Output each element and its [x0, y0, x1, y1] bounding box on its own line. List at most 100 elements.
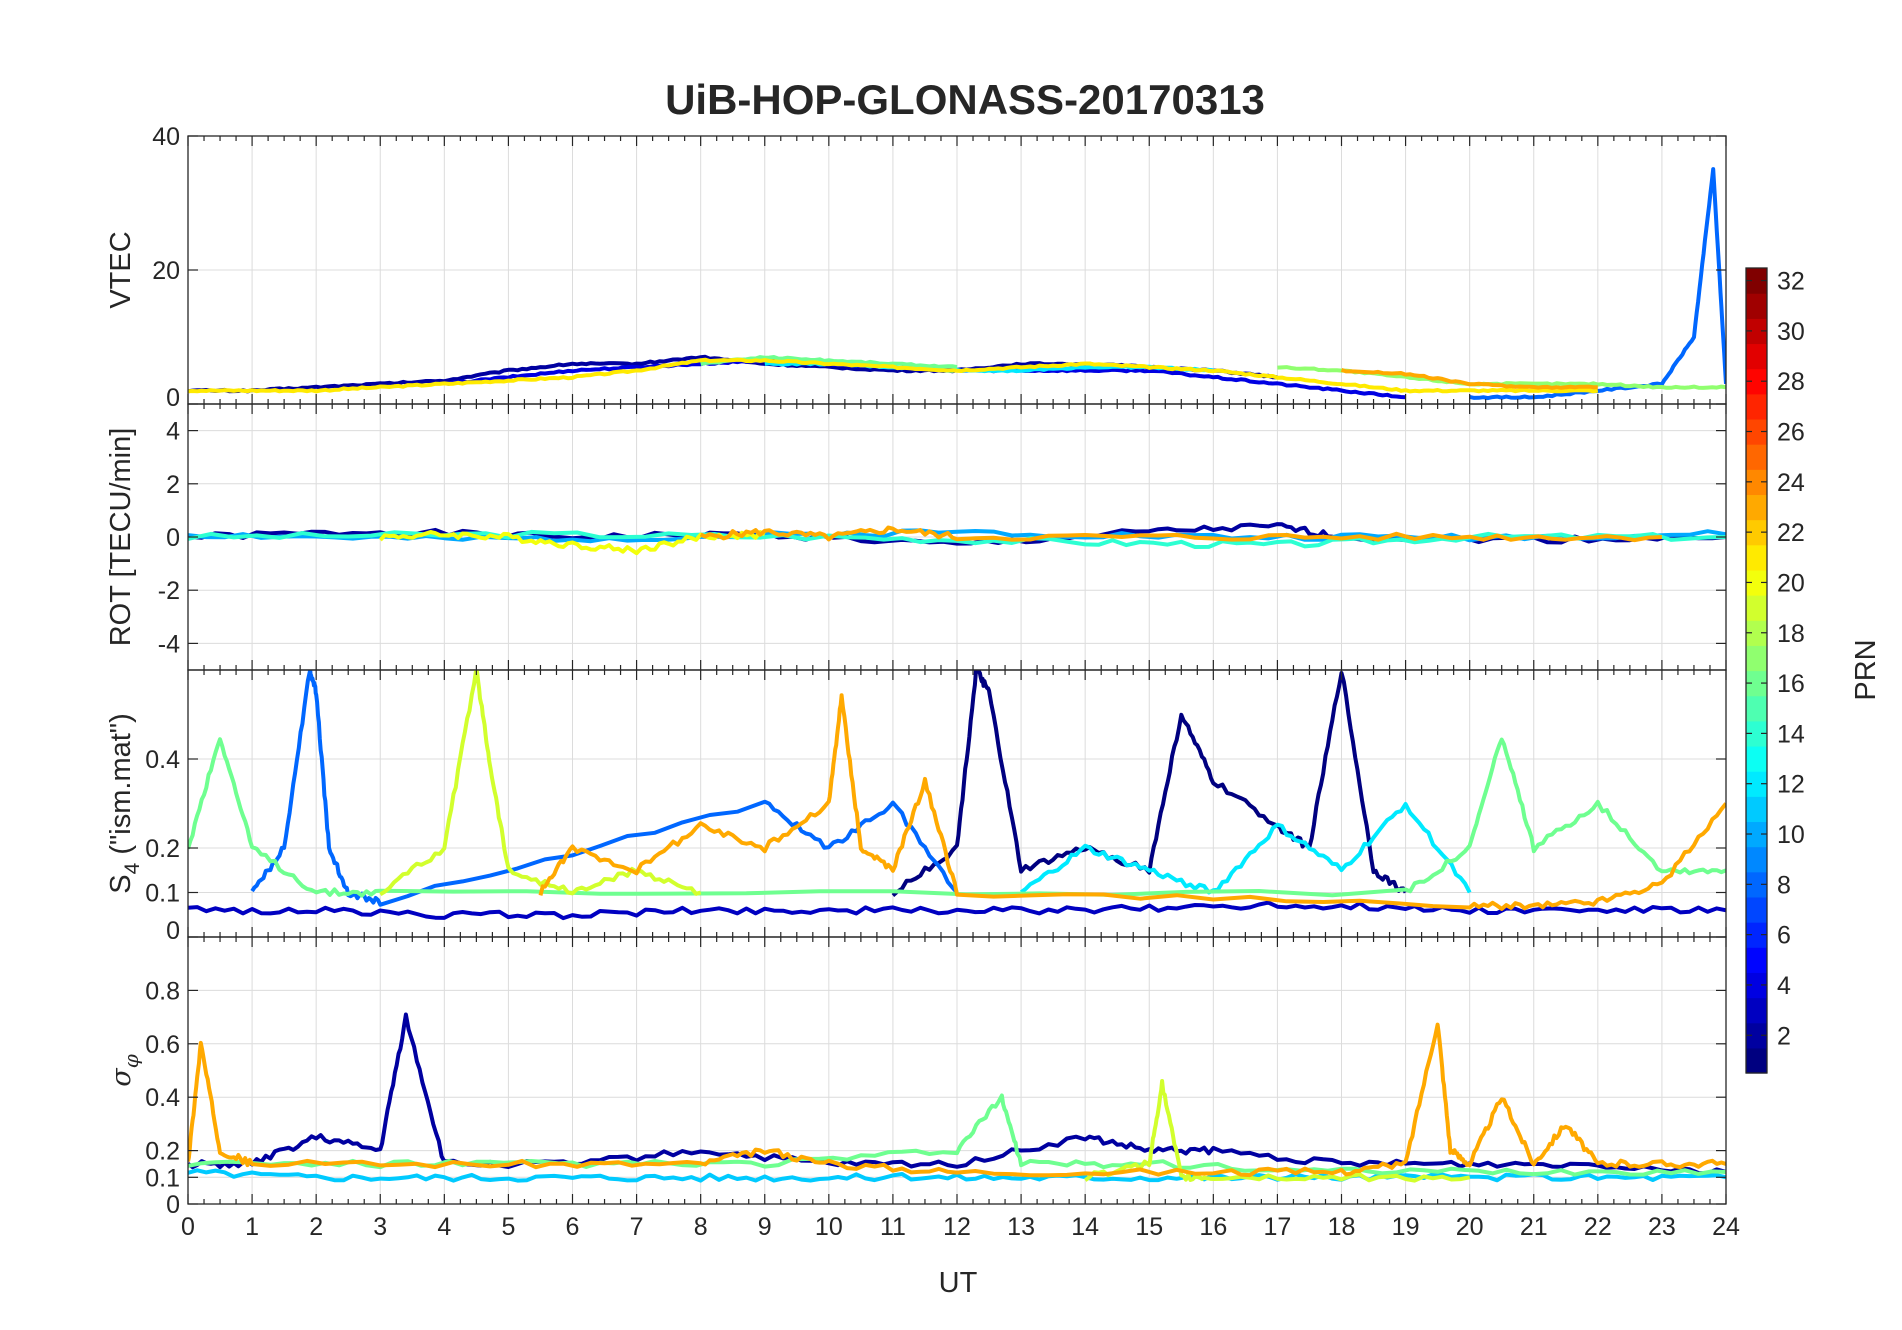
colorbar-band	[1746, 544, 1767, 571]
colorbar-tick-label: 6	[1777, 922, 1791, 950]
x-tick-label: 24	[1712, 1213, 1740, 1241]
x-tick-label: 1	[245, 1213, 259, 1241]
colorbar-tick-label: 18	[1777, 620, 1805, 648]
colorbar-tick-label: 20	[1777, 569, 1805, 597]
colorbar-band	[1746, 368, 1767, 395]
colorbar-tick-label: 4	[1777, 972, 1791, 1000]
y-tick-label: -2	[158, 577, 180, 605]
colorbar-tick-label: 12	[1777, 771, 1805, 799]
colorbar-tick-label: 10	[1777, 821, 1805, 849]
x-axis-label: UT	[939, 1267, 978, 1299]
y-axis-label-s4: S4 ("ism.mat")	[105, 713, 144, 894]
x-tick-label: 23	[1648, 1213, 1676, 1241]
colorbar-tick-label: 14	[1777, 720, 1805, 748]
colorbar-label: PRN	[1850, 639, 1882, 700]
panel-vtec: 0 20 40 VTEC	[105, 123, 1727, 412]
trace-prn-23	[188, 1022, 1726, 1178]
trace-prn-19	[379, 670, 702, 897]
y-tick-label: -4	[158, 630, 180, 658]
x-tick-label: 6	[566, 1213, 580, 1241]
x-tick-label: 17	[1264, 1213, 1292, 1241]
sigma-symbol: σ	[106, 1067, 137, 1087]
colorbar-tick-label: 24	[1777, 469, 1805, 497]
x-tick-label: 16	[1199, 1213, 1227, 1241]
colorbar-band	[1746, 922, 1767, 948]
colorbar-band	[1746, 670, 1767, 697]
x-tick-label: 8	[694, 1213, 708, 1241]
y-tick-label: 0.1	[145, 880, 180, 908]
colorbar-band	[1746, 947, 1767, 973]
trace-prn-1	[891, 670, 1408, 898]
trace-prn-23	[699, 525, 1662, 543]
colorbar-tick-label: 32	[1777, 268, 1805, 296]
colorbar-tick-label: 30	[1777, 318, 1805, 346]
grid-vtec	[187, 135, 1727, 405]
trace-prn-21	[188, 357, 1599, 394]
y-tick-label: 0	[166, 1191, 180, 1219]
y-tick-label: 0.4	[145, 746, 180, 774]
panel-s4: 0 0.1 0.2 0.4S4 ("ism.mat")	[105, 669, 1727, 945]
x-tick-label: 22	[1584, 1213, 1612, 1241]
trace-prn-16	[188, 1093, 1726, 1177]
colorbar-band	[1746, 1022, 1767, 1049]
colorbar-band	[1746, 745, 1767, 772]
x-tick-label: 21	[1520, 1213, 1548, 1241]
colorbar-band	[1746, 469, 1767, 496]
colorbar-tick-label: 16	[1777, 670, 1805, 698]
y-tick-label: 0.4	[145, 1084, 180, 1112]
colorbar-band	[1746, 494, 1767, 521]
colorbar-tick-label: 22	[1777, 519, 1805, 547]
x-tick-label: 20	[1456, 1213, 1484, 1241]
y-tick-label: 20	[152, 257, 180, 285]
x-tick-label: 10	[815, 1213, 843, 1241]
y-tick-label: 0.2	[145, 1138, 180, 1166]
x-tick-label: 9	[758, 1213, 772, 1241]
colorbar-band	[1746, 318, 1767, 345]
panel-sigma: 00.10.2 0.4 0.6 0.8 σφ	[106, 936, 1727, 1219]
x-tick-label: 0	[181, 1213, 195, 1241]
y-tick-label: 0.6	[145, 1031, 180, 1059]
x-tick-label: 7	[630, 1213, 644, 1241]
s4-symbol: S	[105, 874, 137, 893]
y-tick-label: 0.8	[145, 977, 180, 1005]
y-axis-label-rot: ROT [TECU/min]	[105, 428, 137, 647]
colorbar-band	[1746, 519, 1767, 546]
chart-title: UiB-HOP-GLONASS-20170313	[665, 76, 1265, 123]
colorbar-band	[1746, 645, 1767, 672]
colorbar-band	[1746, 771, 1767, 797]
y-tick-label: 0.1	[145, 1164, 180, 1192]
colorbar-band	[1746, 595, 1767, 621]
y-tick-label: 0.2	[145, 835, 180, 863]
colorbar-band	[1746, 343, 1767, 370]
x-tick-label: 12	[943, 1213, 971, 1241]
x-tick-label: 11	[880, 1213, 906, 1241]
colorbar-band	[1746, 846, 1767, 873]
y-tick-label: 2	[166, 471, 180, 499]
trace-prn-10	[188, 528, 1726, 544]
x-tick-label: 15	[1135, 1213, 1163, 1241]
ticks-vtec	[187, 135, 1727, 405]
colorbar-band	[1746, 720, 1767, 747]
colorbar-band	[1746, 293, 1767, 319]
panel-rot: -4 -2 0 2 4 ROT [TECU/min]	[105, 403, 1727, 671]
colorbar-tick-label: 26	[1777, 419, 1805, 447]
trace-prn-3	[188, 900, 1726, 921]
colorbar-band	[1746, 997, 1767, 1024]
phi-subscript: φ	[119, 1054, 143, 1068]
colorbar-band	[1746, 620, 1767, 646]
trace-prn-23	[538, 693, 1726, 911]
traces-rot	[188, 522, 1726, 556]
colorbar-band	[1746, 1047, 1767, 1074]
x-tick-label: 5	[501, 1213, 515, 1241]
y-tick-label: 0	[166, 917, 180, 945]
x-tick-label: 4	[437, 1213, 451, 1241]
y-tick-label: 0	[166, 524, 180, 552]
colorbar-band	[1746, 268, 1767, 294]
trace-prn-23	[1340, 367, 1598, 390]
colorbar-band	[1746, 393, 1767, 420]
ticks-rot	[187, 404, 1727, 670]
colorbar-band	[1746, 972, 1767, 999]
x-tick-label: 19	[1392, 1213, 1420, 1241]
x-tick-label: 2	[309, 1213, 323, 1241]
